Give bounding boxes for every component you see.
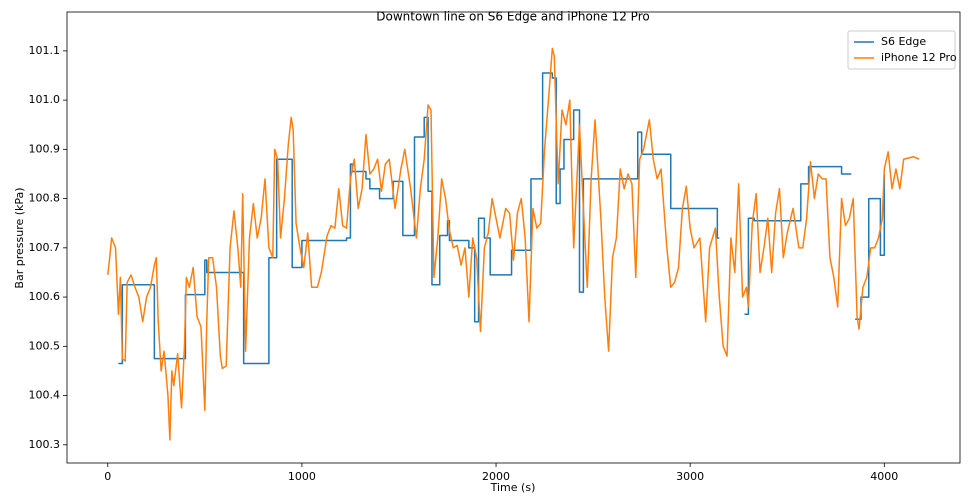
y-tick-label: 100.3 (29, 438, 61, 451)
legend-box (847, 30, 956, 70)
x-tick-label: 2000 (482, 470, 510, 483)
chart-title: Downtown line on S6 Edge and iPhone 12 P… (376, 10, 649, 24)
y-tick-label: 100.4 (29, 389, 61, 402)
x-tick-label: 0 (104, 470, 111, 483)
y-tick-label: 100.5 (29, 339, 61, 352)
y-tick-label: 101.0 (29, 93, 61, 106)
y-tick-label: 100.7 (29, 241, 61, 254)
x-tick-label: 3000 (676, 470, 704, 483)
y-tick-label: 100.9 (29, 142, 61, 155)
y-tick-label: 100.8 (29, 192, 61, 205)
y-tick-label: 100.6 (29, 290, 61, 303)
x-axis-label: Time (s) (490, 481, 536, 494)
legend-label: iPhone 12 Pro (881, 51, 957, 64)
y-axis-label: Bar pressure (kPa) (13, 187, 26, 288)
y-tick-label: 101.1 (29, 44, 61, 57)
series-line (107, 47, 920, 441)
x-tick-label: 1000 (288, 470, 316, 483)
x-tick-label: 4000 (870, 470, 898, 483)
plot-frame (66, 11, 961, 464)
legend-label: S6 Edge (881, 35, 926, 48)
